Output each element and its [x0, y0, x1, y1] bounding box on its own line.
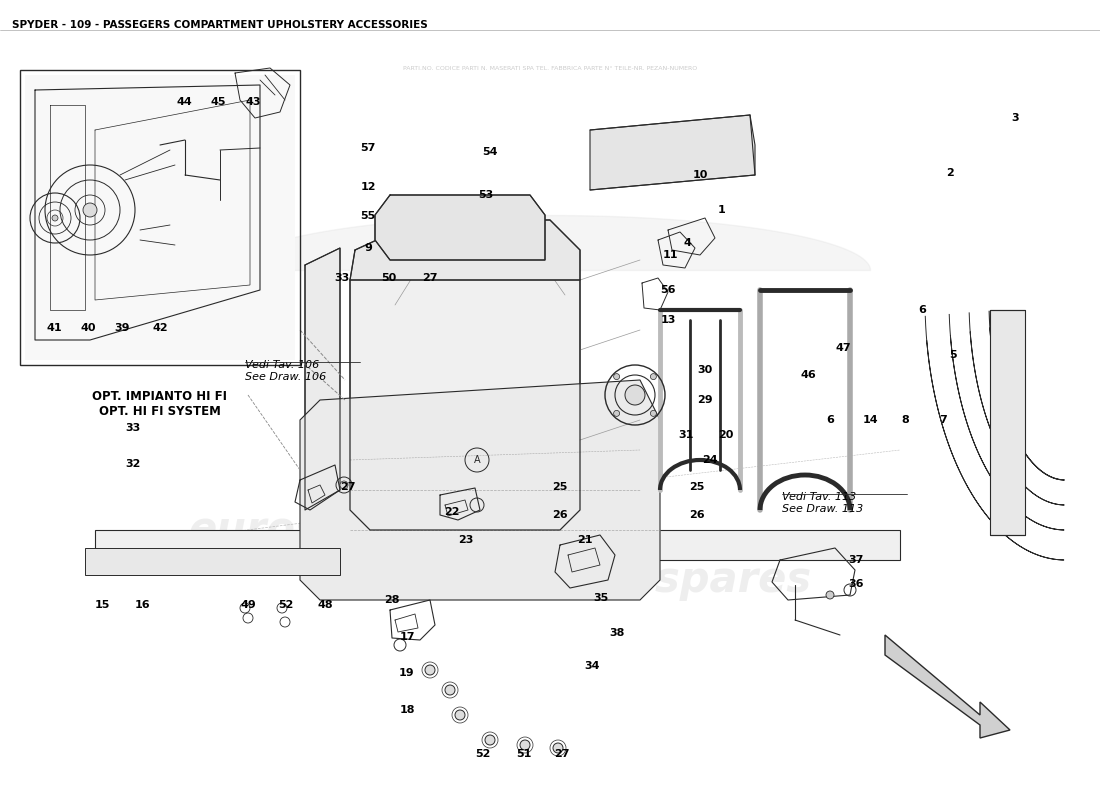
Text: eurospares: eurospares	[188, 509, 452, 551]
Text: PARTI.NO. CODICE PARTI N. MASERATI SPA TEL. FABBRICA PARTE N° TEILE-NR. PEZAN-NU: PARTI.NO. CODICE PARTI N. MASERATI SPA T…	[403, 66, 697, 70]
Text: 6: 6	[918, 305, 926, 315]
Polygon shape	[990, 310, 1025, 535]
Text: 27: 27	[422, 273, 438, 283]
Text: 55: 55	[361, 211, 375, 221]
Text: 34: 34	[584, 661, 600, 671]
Text: 32: 32	[125, 459, 141, 469]
Bar	[20, 70, 300, 365]
Circle shape	[614, 374, 619, 380]
Text: 5: 5	[949, 350, 957, 360]
Text: 13: 13	[660, 315, 675, 325]
Text: 52: 52	[475, 749, 491, 759]
Circle shape	[82, 203, 97, 217]
Polygon shape	[95, 530, 900, 560]
Circle shape	[340, 481, 348, 489]
Circle shape	[446, 685, 455, 695]
Text: 27: 27	[554, 749, 570, 759]
Polygon shape	[305, 248, 340, 510]
Circle shape	[553, 743, 563, 753]
Text: 26: 26	[690, 510, 705, 520]
Polygon shape	[350, 220, 580, 280]
Polygon shape	[300, 380, 660, 600]
Text: 19: 19	[399, 668, 415, 678]
Text: 7: 7	[939, 415, 947, 425]
Text: 28: 28	[384, 595, 399, 605]
Circle shape	[614, 410, 619, 416]
Text: 25: 25	[690, 482, 705, 492]
Text: 36: 36	[848, 579, 864, 589]
Text: 14: 14	[862, 415, 878, 425]
Text: 12: 12	[361, 182, 376, 192]
Text: 37: 37	[848, 555, 864, 565]
Text: 24: 24	[702, 455, 718, 465]
Text: Vedi Tav. 113
See Draw. 113: Vedi Tav. 113 See Draw. 113	[782, 492, 864, 514]
Circle shape	[425, 665, 435, 675]
Text: eurospares: eurospares	[549, 559, 812, 601]
Text: 26: 26	[552, 510, 568, 520]
Text: 52: 52	[278, 600, 294, 610]
Text: 54: 54	[482, 147, 497, 157]
Text: 47: 47	[835, 343, 850, 353]
Text: 4: 4	[683, 238, 691, 248]
Text: 9: 9	[364, 243, 372, 253]
Circle shape	[485, 735, 495, 745]
Text: A: A	[474, 455, 481, 465]
Text: 20: 20	[718, 430, 734, 440]
Circle shape	[520, 740, 530, 750]
Text: SPYDER - 109 - PASSEGERS COMPARTMENT UPHOLSTERY ACCESSORIES: SPYDER - 109 - PASSEGERS COMPARTMENT UPH…	[12, 20, 428, 30]
Text: 33: 33	[125, 423, 141, 433]
Text: 10: 10	[692, 170, 707, 180]
Text: 42: 42	[152, 323, 168, 333]
Text: 16: 16	[134, 600, 150, 610]
Circle shape	[650, 410, 657, 416]
Text: 46: 46	[800, 370, 816, 380]
Text: 40: 40	[80, 323, 96, 333]
Text: 50: 50	[382, 273, 397, 283]
Text: 15: 15	[95, 600, 110, 610]
Text: OPT. IMPIANTO HI FI
OPT. HI FI SYSTEM: OPT. IMPIANTO HI FI OPT. HI FI SYSTEM	[92, 390, 228, 418]
Polygon shape	[25, 75, 295, 360]
Text: 2: 2	[946, 168, 954, 178]
Text: 38: 38	[609, 628, 625, 638]
Polygon shape	[85, 548, 340, 575]
Polygon shape	[375, 195, 544, 260]
Text: 56: 56	[660, 285, 675, 295]
Text: 33: 33	[334, 273, 350, 283]
Text: 35: 35	[593, 593, 608, 603]
Text: 30: 30	[697, 365, 713, 375]
Text: 1: 1	[718, 205, 726, 215]
Polygon shape	[350, 255, 580, 530]
Circle shape	[455, 710, 465, 720]
Text: 29: 29	[697, 395, 713, 405]
Text: 23: 23	[459, 535, 474, 545]
Text: Vedi Tav. 106
See Draw. 106: Vedi Tav. 106 See Draw. 106	[245, 360, 327, 382]
Text: 49: 49	[240, 600, 256, 610]
Text: 44: 44	[176, 97, 191, 107]
Text: 8: 8	[901, 415, 909, 425]
Circle shape	[52, 215, 58, 221]
Circle shape	[826, 591, 834, 599]
Text: 17: 17	[399, 632, 415, 642]
Text: 25: 25	[552, 482, 568, 492]
Text: 45: 45	[210, 97, 225, 107]
Text: 31: 31	[679, 430, 694, 440]
Text: 57: 57	[361, 143, 376, 153]
Text: 53: 53	[478, 190, 494, 200]
Text: 22: 22	[444, 507, 460, 517]
Text: 18: 18	[399, 705, 415, 715]
Polygon shape	[886, 635, 1010, 738]
Circle shape	[650, 374, 657, 380]
Text: 51: 51	[516, 749, 531, 759]
Text: 6: 6	[826, 415, 834, 425]
Text: 39: 39	[114, 323, 130, 333]
Text: 11: 11	[662, 250, 678, 260]
Text: 21: 21	[578, 535, 593, 545]
Text: 3: 3	[1011, 113, 1019, 123]
Text: 41: 41	[46, 323, 62, 333]
Text: 48: 48	[317, 600, 333, 610]
Polygon shape	[590, 115, 755, 190]
Text: 27: 27	[340, 482, 355, 492]
Circle shape	[625, 385, 645, 405]
Text: 43: 43	[245, 97, 261, 107]
